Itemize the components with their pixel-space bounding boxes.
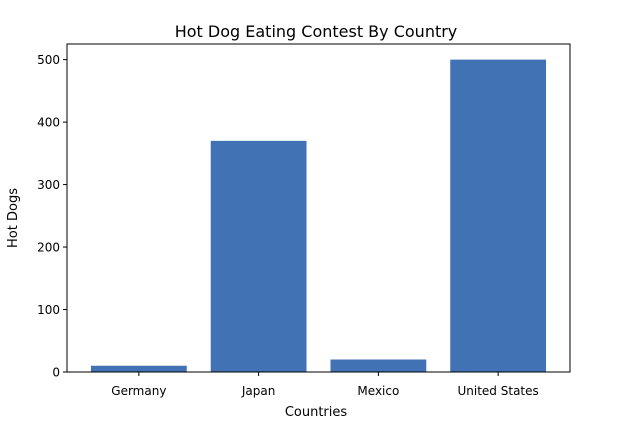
bar-mexico xyxy=(330,359,427,372)
plot-frame xyxy=(66,43,571,373)
chart-title: Hot Dog Eating Contest By Country xyxy=(175,22,458,41)
y-tick-label: 0 xyxy=(52,366,60,380)
x-tick-label: Germany xyxy=(111,384,166,398)
y-tick-label: 400 xyxy=(37,116,60,130)
y-tick-label: 100 xyxy=(37,303,60,317)
bar-united-states xyxy=(450,59,547,372)
bar-germany xyxy=(90,365,187,372)
x-tick-label: Japan xyxy=(241,384,275,398)
bar-japan xyxy=(210,140,307,372)
bars xyxy=(90,59,547,372)
x-tick-label: Mexico xyxy=(357,384,399,398)
y-tick-label: 300 xyxy=(37,178,60,192)
y-axis: 0 100 200 300 400 500 xyxy=(37,53,67,380)
x-axis-label: Countries xyxy=(285,405,348,420)
y-tick-label: 500 xyxy=(37,53,60,67)
x-axis: Germany Japan Mexico United States xyxy=(111,372,539,398)
x-tick-label: United States xyxy=(458,384,539,398)
y-tick-label: 200 xyxy=(37,241,60,255)
y-axis-label: Hot Dogs xyxy=(6,188,21,248)
